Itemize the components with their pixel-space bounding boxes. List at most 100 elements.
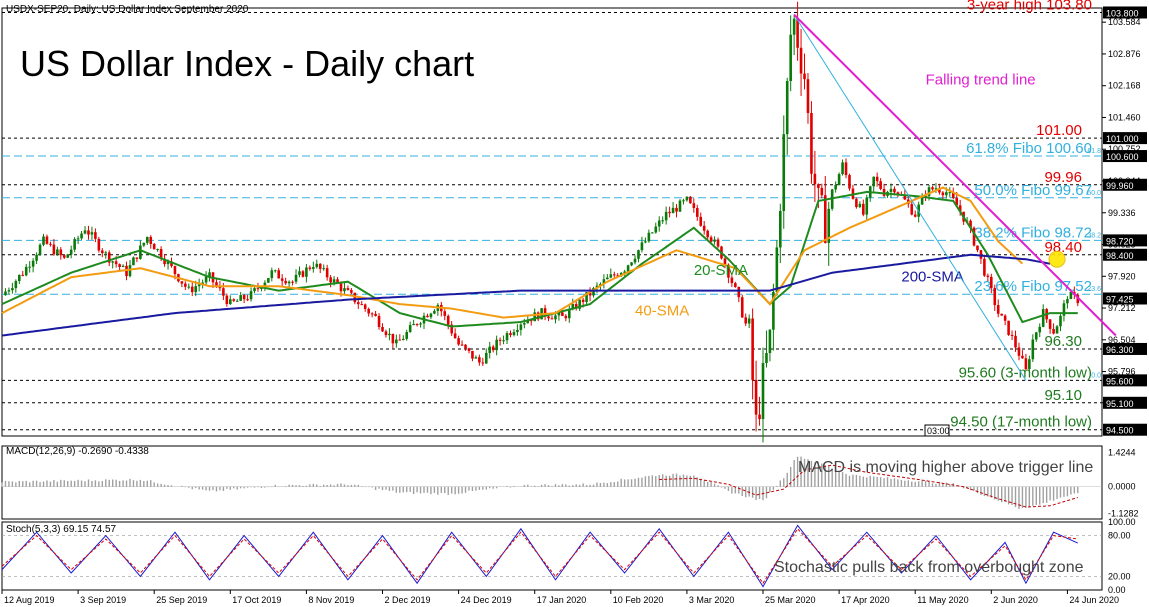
series-label: 20-SMA [694,262,748,279]
candle-body [948,192,952,194]
candle-body [21,274,25,276]
candle-body [616,275,620,277]
candle-body [377,315,381,327]
candle-body [384,331,388,336]
candle-body [305,267,308,277]
candle-body [301,271,305,277]
candle-body [751,318,754,380]
candle-body [920,195,924,205]
candle-body [291,281,294,283]
candle-body [1048,319,1052,329]
candle-body [523,323,526,325]
candle-body [453,333,457,339]
candle-body [765,353,768,363]
candle-body [972,227,976,246]
candle-body [564,315,568,319]
timestamp-box: 03:00 [924,424,950,437]
candle-body [114,261,118,265]
macd-panel: 1.4244 0.0000 -1.1282 [1,445,1139,520]
candle-body [834,185,837,190]
candle-body [516,329,519,333]
candle-body [571,303,575,310]
candle-body [170,261,173,267]
candle-body [844,162,848,176]
candle-body [799,47,803,74]
candle-body [17,274,21,282]
candle-body [405,331,409,339]
x-axis-label: 25 Mar 2020 [765,595,816,605]
candle-body [938,188,941,193]
candle-body [792,18,796,35]
level-label: 38.2% Fibo 98.72 [974,224,1092,241]
candle-body [734,283,737,287]
candle-body [858,203,862,208]
candle-body [73,239,76,250]
price-axis-label: 102.168 [1108,81,1141,91]
candle-body [1041,309,1045,327]
candle-body [543,308,547,317]
candle-body [865,197,869,215]
candle-body [813,173,817,185]
candle-body [889,188,893,192]
candle-body [633,258,637,263]
price-box-label: 94.500 [1106,426,1134,436]
candle-body [415,323,419,325]
level-label: 61.8% Fibo 100.60 [966,140,1092,157]
candle-body [101,250,104,254]
x-axis-label: 8 Nov 2019 [308,595,354,605]
candle-body [855,198,858,208]
candle-body [52,244,56,255]
candle-body [955,197,959,206]
candle-body [1028,359,1031,370]
candle-body [1031,339,1035,360]
candle-body [827,208,831,243]
candle-body [388,333,391,336]
price-box-label: 95.100 [1106,399,1134,409]
candle-body [1052,328,1055,334]
candle-body [149,236,153,244]
candle-body [536,312,540,320]
price-axis-label: 99.336 [1108,208,1136,218]
candle-body [896,192,900,195]
candle-body [270,270,274,279]
x-axis-label: 12 Aug 2019 [4,595,55,605]
candle-body [474,357,478,359]
candle-body [557,312,561,316]
candle-body [204,276,208,283]
candle-body [893,188,896,193]
candle-body [460,344,464,346]
candle-body [913,214,917,217]
candle-body [232,299,236,301]
candle-body [87,230,90,235]
price-axis-label: 97.920 [1108,271,1136,281]
price-axis-label: 101.460 [1108,112,1141,122]
candle-body [166,261,170,265]
candle-body [353,292,357,303]
macd-axis-label: 0.0000 [1108,482,1136,492]
candle-body [689,196,692,204]
price-box-label: 100.600 [1106,152,1139,162]
candle-body [979,250,983,259]
candle-body [135,257,139,259]
candle-body [1010,334,1014,336]
candle-body [505,333,509,341]
price-axis-label: 103.584 [1108,17,1141,27]
candle-body [443,311,447,316]
candle-body [509,333,512,336]
candle-body [35,254,38,261]
price-axis-label: 97.212 [1108,303,1136,313]
price-axis-label: 96.504 [1108,335,1136,345]
candle-body [782,134,786,211]
candle-body [533,312,537,322]
level-label: 99.96 [1044,169,1082,186]
candle-body [723,258,727,265]
candle-body [941,192,945,196]
x-axis: 12 Aug 2019 3 Sep 2019 25 Sep 2019 17 Oct 2… [1,590,1119,605]
candle-body [1034,332,1038,340]
candle-body [139,245,142,259]
candle-body [308,267,312,269]
price-box-label: 103.800 [1106,8,1139,18]
candle-body [823,195,827,243]
fibo-tag: 61.8 [1087,148,1101,155]
candle-body [235,300,239,302]
